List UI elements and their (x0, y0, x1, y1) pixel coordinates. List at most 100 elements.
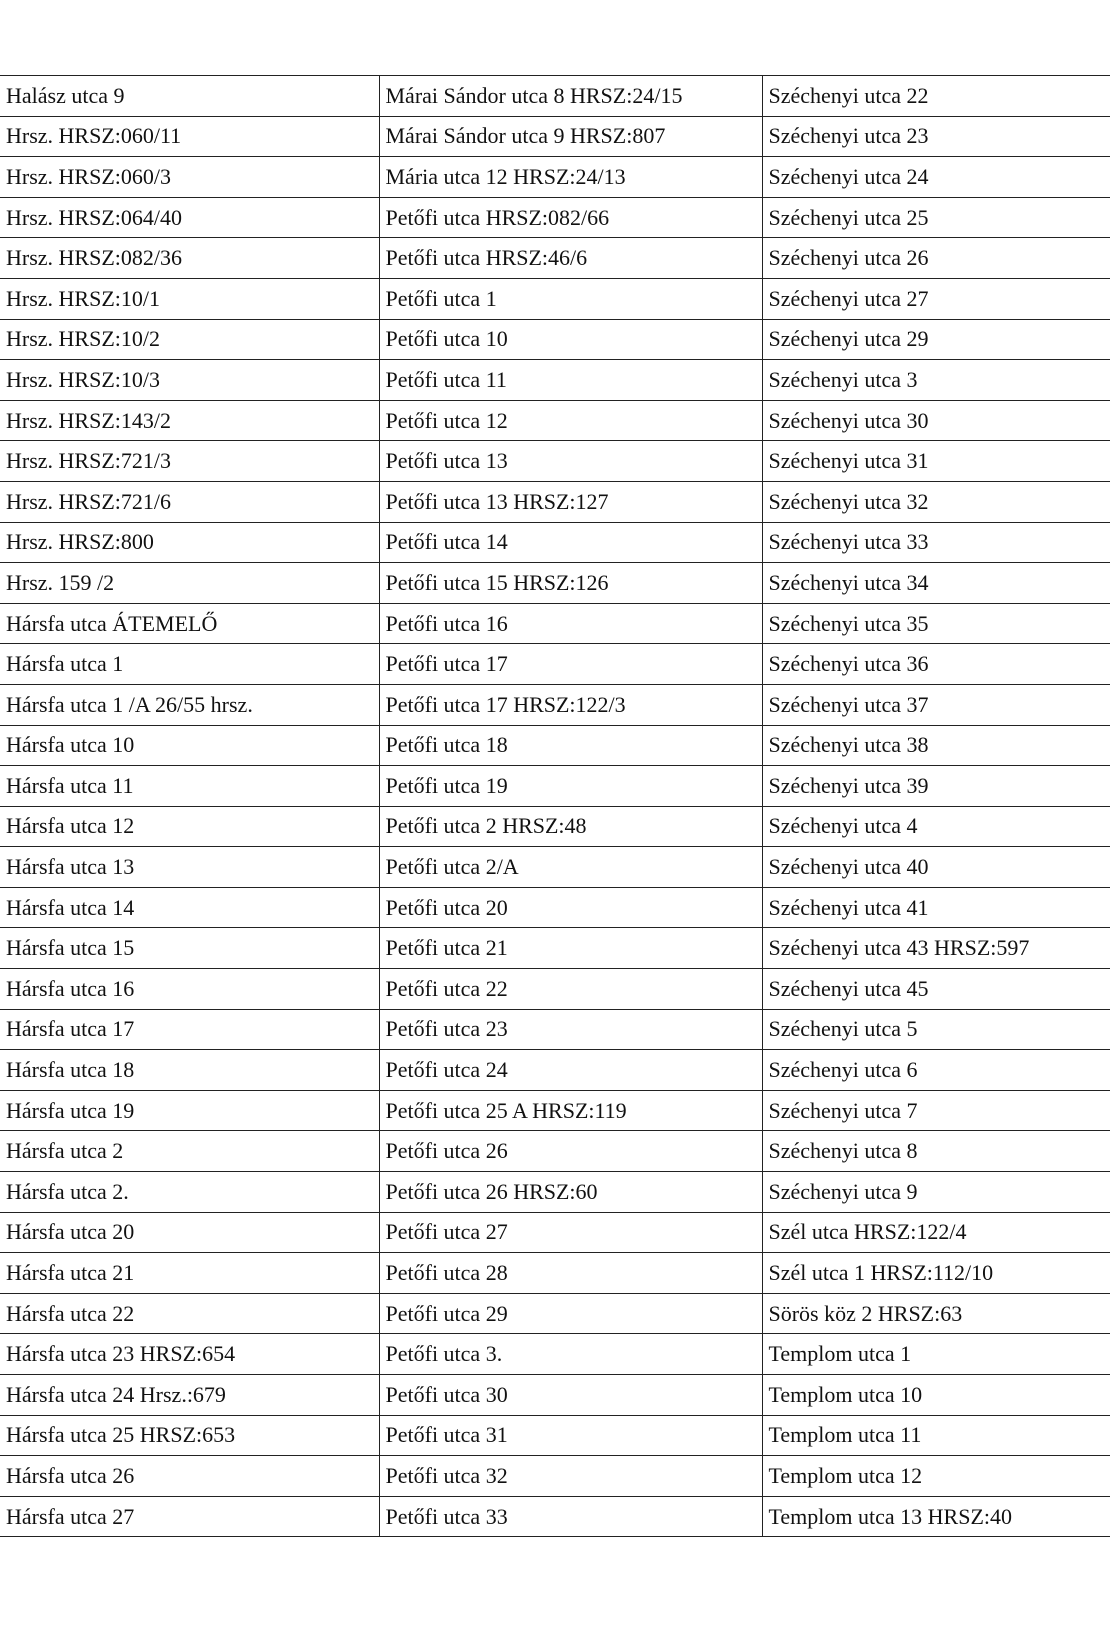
table-row: Hrsz. HRSZ:082/36 Petőfi utca HRSZ:46/6 Sz… (0, 237, 1110, 279)
table-cell: Széchenyi utca 4 (761, 805, 1110, 848)
table-row: Hársfa utca 2. Petőfi utca 26 HRSZ:60 Széc… (0, 1171, 1110, 1213)
table-cell: Márai Sándor utca 8 HRSZ:24/15 (378, 75, 762, 117)
table-cell: Széchenyi utca 24 (761, 156, 1110, 198)
table-row: Hársfa utca 17 Petőfi utca 23 Széchenyi ut… (0, 1008, 1110, 1051)
table-cell: Széchenyi utca 38 (761, 724, 1110, 767)
table-cell: Hrsz. HRSZ:064/40 (0, 196, 379, 239)
table-cell: Széchenyi utca 29 (761, 318, 1110, 361)
table-cell: Hársfa utca 2 (0, 1130, 379, 1173)
table-cell: Hársfa utca 14 (0, 886, 379, 929)
table-cell: Márai Sándor utca 9 HRSZ:807 (378, 115, 762, 158)
table-cell: Hrsz. HRSZ:721/6 (0, 480, 379, 523)
table-row: Hársfa utca ÁTEMELŐ Petőfi utca 16 Széchen… (0, 602, 1110, 645)
table-row: Hársfa utca 2 Petőfi utca 26 Széchenyi utc… (0, 1130, 1110, 1173)
table-row: Hársfa utca 14 Petőfi utca 20 Széchenyi ut… (0, 886, 1110, 929)
table-cell: Mária utca 12 HRSZ:24/13 (378, 156, 762, 198)
table-cell: Széchenyi utca 40 (761, 846, 1110, 888)
table-cell: Szél utca HRSZ:122/4 (761, 1211, 1110, 1254)
table-cell: Széchenyi utca 23 (761, 115, 1110, 158)
table-cell: Széchenyi utca 35 (761, 602, 1110, 645)
table-row: Hrsz. HRSZ:064/40 Petőfi utca HRSZ:082/66… (0, 196, 1110, 239)
table-cell: Petőfi utca 24 (378, 1049, 762, 1091)
table-cell: Petőfi utca 30 (378, 1374, 762, 1416)
table-cell: Petőfi utca 17 HRSZ:122/3 (378, 683, 762, 726)
table-cell: Hrsz. HRSZ:060/11 (0, 115, 379, 158)
table-cell: Hársfa utca ÁTEMELŐ (0, 602, 379, 645)
table-cell: Petőfi utca HRSZ:46/6 (378, 237, 762, 279)
table-cell: Hrsz. HRSZ:800 (0, 521, 379, 564)
table-cell: Hársfa utca 15 (0, 927, 379, 970)
table-cell: Petőfi utca 2 HRSZ:48 (378, 805, 762, 848)
table-cell: Templom utca 10 (761, 1374, 1110, 1416)
table-row: Hársfa utca 27 Petőfi utca 33 Templom utca… (0, 1495, 1110, 1538)
table-cell: Széchenyi utca 27 (761, 277, 1110, 320)
table-cell: Széchenyi utca 7 (761, 1089, 1110, 1132)
table-cell: Petőfi utca 28 (378, 1252, 762, 1294)
table-cell: Széchenyi utca 22 (761, 75, 1110, 117)
table-cell: Hársfa utca 17 (0, 1008, 379, 1051)
table-cell: Hársfa utca 19 (0, 1089, 379, 1132)
table-cell: Petőfi utca 11 (378, 359, 762, 401)
table-row: Hársfa utca 11 Petőfi utca 19 Széchenyi ut… (0, 765, 1110, 807)
table-row: Halász utca 9 Márai Sándor utca 8 HRSZ:24… (0, 75, 1110, 117)
table-cell: Hársfa utca 24 Hrsz.:679 (0, 1374, 379, 1416)
table-body: Halász utca 9 Márai Sándor utca 8 HRSZ:24… (0, 75, 1110, 1538)
table-cell: Petőfi utca 26 (378, 1130, 762, 1173)
table-row: Hársfa utca 21 Petőfi utca 28 Szél utca 1 … (0, 1252, 1110, 1294)
table-row: Hrsz. HRSZ:721/6 Petőfi utca 13 HRSZ:127 S… (0, 480, 1110, 523)
table-row: Hársfa utca 1 Petőfi utca 17 Széchenyi utc… (0, 643, 1110, 685)
table-row: Hársfa utca 13 Petőfi utca 2/A Széchenyi u… (0, 846, 1110, 888)
table-cell: Hársfa utca 23 HRSZ:654 (0, 1333, 379, 1375)
table-row: Hrsz. 159 /2 Petőfi utca 15 HRSZ:126 Széch… (0, 562, 1110, 604)
table-cell: Petőfi utca 21 (378, 927, 762, 970)
table-cell: Szél utca 1 HRSZ:112/10 (761, 1252, 1110, 1294)
table-cell: Hársfa utca 22 (0, 1292, 379, 1335)
table-cell: Petőfi utca 32 (378, 1455, 762, 1497)
table-cell: Hársfa utca 1 /A 26/55 hrsz. (0, 683, 379, 726)
table-cell: Petőfi utca 31 (378, 1414, 762, 1457)
table-cell: Hrsz. HRSZ:721/3 (0, 440, 379, 482)
table-cell: Hrsz. HRSZ:060/3 (0, 156, 379, 198)
table-row: Hársfa utca 18 Petőfi utca 24 Széchenyi ut… (0, 1049, 1110, 1091)
table-cell: Sörös köz 2 HRSZ:63 (761, 1292, 1110, 1335)
table-cell: Széchenyi utca 5 (761, 1008, 1110, 1051)
table-cell: Hársfa utca 12 (0, 805, 379, 848)
address-table: Halász utca 9 Márai Sándor utca 8 HRSZ:24… (0, 75, 1110, 1538)
table-row: Hársfa utca 20 Petőfi utca 27 Szél utca HR… (0, 1211, 1110, 1254)
table-cell: Széchenyi utca 31 (761, 440, 1110, 482)
table-cell: Hársfa utca 18 (0, 1049, 379, 1091)
table-cell: Széchenyi utca 39 (761, 765, 1110, 807)
table-cell: Széchenyi utca 37 (761, 683, 1110, 726)
table-cell: Petőfi utca 27 (378, 1211, 762, 1254)
table-cell: Petőfi utca 12 (378, 399, 762, 442)
table-cell: Széchenyi utca 6 (761, 1049, 1110, 1091)
table-row: Hársfa utca 10 Petőfi utca 18 Széchenyi ut… (0, 724, 1110, 767)
table-row: Hrsz. HRSZ:060/3 Mária utca 12 HRSZ:24/13… (0, 156, 1110, 198)
table-row: Hársfa utca 25 HRSZ:653 Petőfi utca 31 Tem… (0, 1414, 1110, 1457)
table-cell: Széchenyi utca 30 (761, 399, 1110, 442)
table-row: Hrsz. HRSZ:10/2 Petőfi utca 10 Széchenyi u… (0, 318, 1110, 361)
table-row: Hársfa utca 22 Petőfi utca 29 Sörös köz 2 … (0, 1292, 1110, 1335)
table-cell: Hársfa utca 11 (0, 765, 379, 807)
table-cell: Petőfi utca 29 (378, 1292, 762, 1335)
table-row: Hársfa utca 15 Petőfi utca 21 Széchenyi ut… (0, 927, 1110, 970)
table-cell: Hrsz. HRSZ:10/3 (0, 359, 379, 401)
table-row: Hársfa utca 16 Petőfi utca 22 Széchenyi ut… (0, 968, 1110, 1010)
table-row: Hársfa utca 26 Petőfi utca 32 Templom utca… (0, 1455, 1110, 1497)
table-cell: Hrsz. HRSZ:10/2 (0, 318, 379, 361)
table-cell: Petőfi utca 3. (378, 1333, 762, 1375)
table-cell: Petőfi utca 13 (378, 440, 762, 482)
table-cell: Templom utca 13 HRSZ:40 (761, 1495, 1110, 1538)
table-cell: Petőfi utca 33 (378, 1495, 762, 1538)
table-cell: Templom utca 12 (761, 1455, 1110, 1497)
table-cell: Petőfi utca 18 (378, 724, 762, 767)
table-cell: Petőfi utca 25 A HRSZ:119 (378, 1089, 762, 1132)
table-row: Hársfa utca 24 Hrsz.:679 Petőfi utca 30 Te… (0, 1374, 1110, 1416)
table-cell: Halász utca 9 (0, 75, 379, 117)
table-cell: Hársfa utca 27 (0, 1495, 379, 1538)
table-cell: Hársfa utca 26 (0, 1455, 379, 1497)
table-cell: Hársfa utca 13 (0, 846, 379, 888)
table-cell: Petőfi utca 26 HRSZ:60 (378, 1171, 762, 1213)
table-row: Hrsz. HRSZ:060/11 Márai Sándor utca 9 HRS… (0, 115, 1110, 158)
table-cell: Széchenyi utca 8 (761, 1130, 1110, 1173)
